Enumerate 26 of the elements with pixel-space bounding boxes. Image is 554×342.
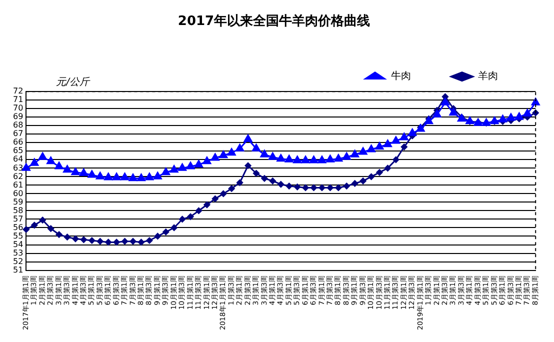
y-tick-label: 51 [12, 265, 24, 274]
y-tick-label: 66 [12, 138, 24, 147]
y-tick-label: 54 [12, 240, 24, 249]
y-tick-label: 55 [12, 231, 24, 240]
chart-title: 2017年以来全国牛羊肉价格曲线 [178, 14, 370, 30]
y-tick-label: 57 [12, 214, 24, 224]
y-tick-label: 68 [12, 120, 24, 130]
y-tick-label: 60 [12, 188, 24, 198]
y-tick-label: 52 [12, 256, 24, 266]
y-tick-label: 59 [12, 197, 24, 206]
y-tick-label: 71 [12, 95, 24, 104]
y-tick-label: 62 [12, 172, 24, 181]
y-tick-label: 56 [12, 222, 24, 232]
y-tick-label: 61 [12, 180, 24, 190]
y-tick-label: 65 [12, 146, 24, 156]
y-tick-label: 63 [12, 163, 24, 172]
y-tick-label: 58 [12, 206, 24, 215]
y-axis-title: 元/公斤 [56, 76, 91, 88]
y-tick-label: 67 [12, 129, 24, 138]
y-tick-label: 53 [12, 248, 24, 258]
y-tick-label: 70 [12, 104, 24, 113]
y-tick-label: 64 [12, 154, 24, 164]
legend-label: 牛肉 [391, 70, 411, 82]
y-tick-label: 69 [12, 112, 24, 122]
y-tick-label: 72 [12, 86, 24, 96]
legend-label: 羊肉 [478, 70, 498, 82]
